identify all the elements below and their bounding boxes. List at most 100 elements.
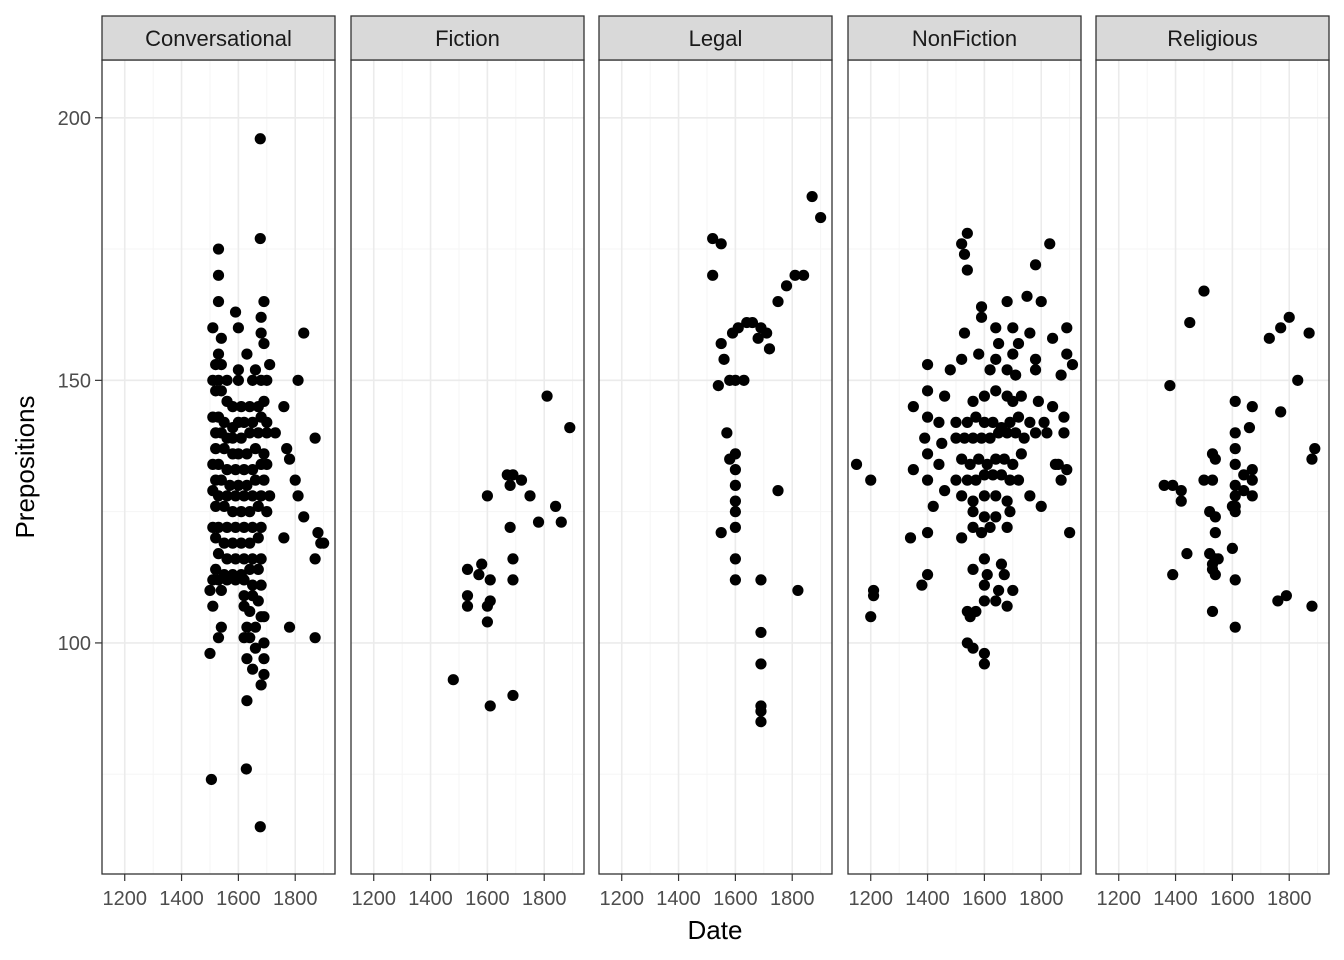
data-point	[1029, 427, 1042, 439]
data-point	[504, 479, 516, 491]
data-point	[278, 532, 290, 544]
data-point	[1004, 474, 1016, 486]
data-point	[229, 490, 242, 502]
data-point	[298, 511, 310, 523]
data-point	[221, 574, 233, 586]
data-point	[309, 553, 321, 565]
data-point	[921, 448, 934, 460]
data-point	[1061, 464, 1073, 476]
data-point	[729, 464, 741, 476]
facet-strip-label: Conversational	[145, 26, 292, 51]
data-point	[229, 553, 242, 565]
data-point	[729, 521, 741, 533]
data-point	[950, 416, 962, 428]
data-point	[978, 579, 990, 591]
data-point	[1175, 495, 1187, 507]
facet-strip-label: Legal	[689, 26, 743, 51]
x-tick-label: 1200	[1096, 888, 1141, 910]
data-point	[865, 474, 877, 486]
data-point	[232, 479, 244, 491]
data-point	[258, 637, 270, 649]
data-point	[221, 553, 233, 565]
data-point	[255, 490, 267, 502]
data-point	[252, 595, 264, 607]
data-point	[1035, 295, 1047, 308]
x-axis-title: Date	[688, 915, 743, 945]
data-point	[992, 427, 1005, 439]
data-point	[240, 763, 252, 775]
data-point	[992, 337, 1005, 350]
data-point	[984, 364, 996, 376]
data-point	[244, 401, 256, 413]
data-point	[507, 469, 519, 481]
data-point	[1004, 416, 1016, 428]
data-point	[1001, 295, 1013, 308]
data-point	[212, 632, 225, 644]
data-point	[1212, 553, 1224, 565]
data-point	[755, 705, 767, 717]
data-point	[264, 490, 276, 502]
data-point	[921, 527, 934, 539]
data-point	[1283, 311, 1295, 323]
data-point	[1055, 474, 1067, 486]
data-point	[476, 558, 488, 570]
data-point	[232, 322, 244, 334]
y-tick-label: 150	[58, 370, 91, 392]
data-point	[1061, 322, 1073, 334]
data-point	[967, 506, 979, 518]
data-point	[507, 689, 519, 702]
x-tick-label: 1800	[1267, 888, 1312, 910]
data-point	[221, 464, 233, 476]
data-point	[970, 474, 982, 486]
data-point	[1309, 443, 1321, 455]
data-point	[258, 668, 270, 681]
data-point	[238, 521, 250, 533]
data-point	[212, 574, 225, 586]
data-point	[1029, 364, 1042, 376]
data-point	[752, 332, 764, 344]
data-point	[207, 322, 219, 334]
data-point	[210, 443, 222, 455]
data-point	[249, 621, 262, 633]
data-point	[1167, 569, 1179, 581]
data-point	[258, 395, 270, 407]
data-point	[956, 453, 968, 465]
data-point	[978, 658, 990, 670]
data-point	[1198, 285, 1210, 297]
data-point	[1275, 322, 1287, 334]
data-point	[221, 490, 233, 502]
data-point	[244, 537, 256, 549]
facet-strip-label: Fiction	[435, 26, 500, 51]
data-point	[1035, 500, 1047, 512]
data-point	[1021, 290, 1033, 302]
data-point	[254, 232, 266, 245]
data-point	[241, 695, 253, 707]
data-point	[990, 511, 1002, 523]
data-point	[215, 621, 227, 633]
data-point	[956, 490, 968, 502]
data-point	[1004, 506, 1016, 518]
data-point	[532, 516, 545, 528]
data-point	[964, 611, 976, 623]
data-point	[507, 574, 519, 586]
data-point	[958, 432, 971, 444]
data-point	[238, 490, 250, 502]
data-point	[978, 553, 990, 565]
data-point	[1015, 448, 1027, 460]
data-point	[235, 537, 247, 549]
data-point	[258, 337, 270, 350]
data-point	[292, 374, 304, 386]
data-point	[1229, 506, 1241, 518]
data-point	[235, 401, 247, 413]
data-point	[1209, 527, 1221, 539]
data-point	[258, 653, 270, 665]
data-point	[933, 416, 945, 428]
data-point	[978, 390, 990, 402]
data-point	[1246, 474, 1258, 486]
x-tick-label: 1800	[770, 888, 815, 910]
data-point	[218, 537, 230, 549]
data-point	[967, 642, 979, 654]
data-point	[212, 374, 225, 386]
data-point	[1306, 600, 1318, 612]
